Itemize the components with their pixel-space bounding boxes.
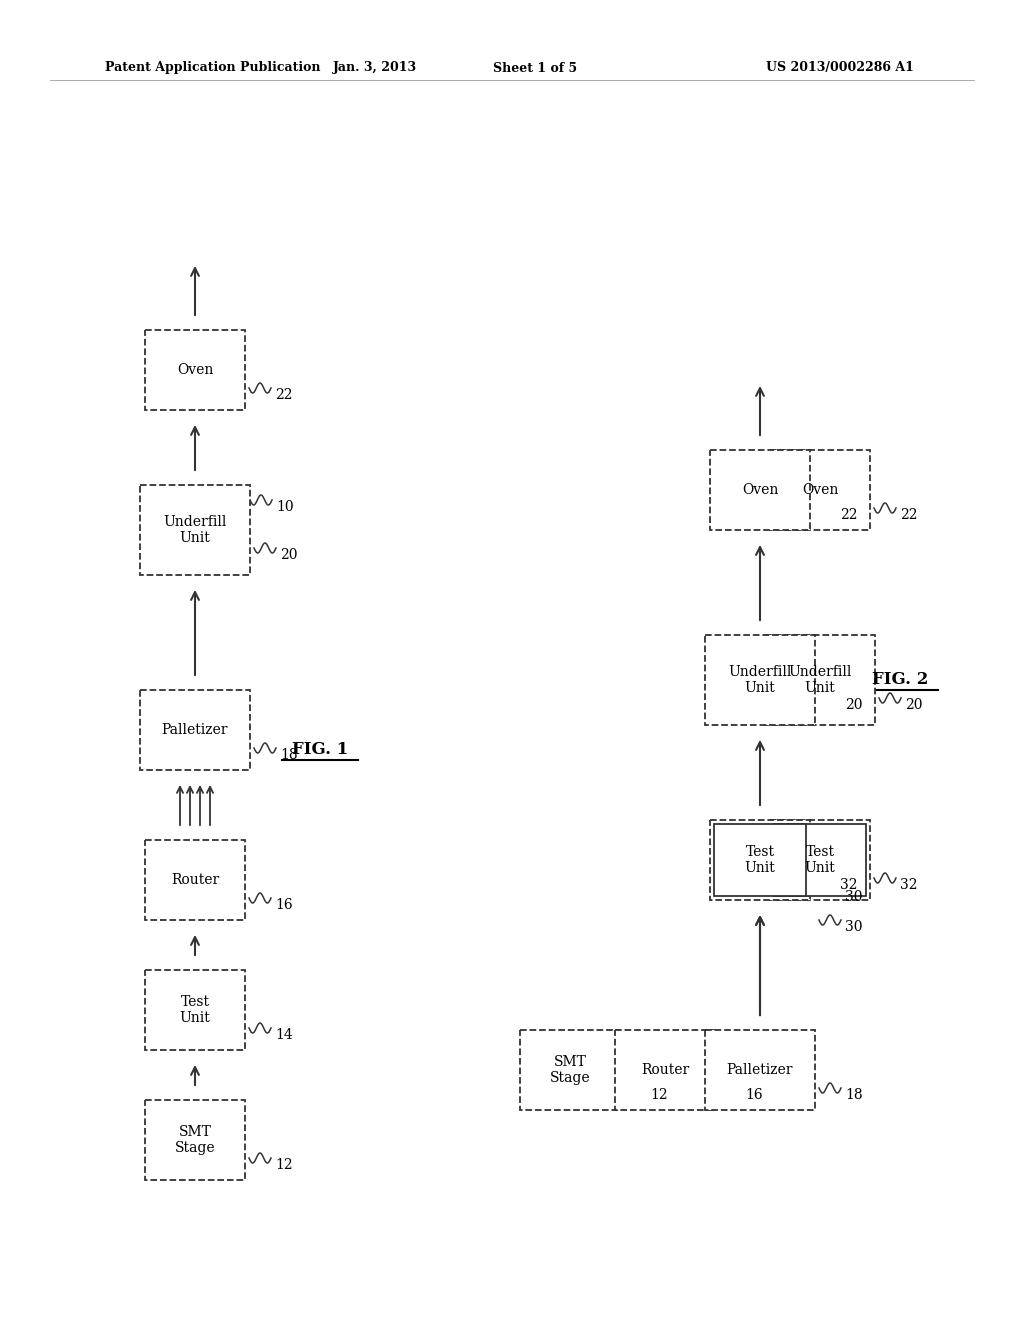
Text: Patent Application Publication: Patent Application Publication xyxy=(105,62,321,74)
Text: Router: Router xyxy=(171,873,219,887)
Text: 20: 20 xyxy=(280,548,298,562)
Text: 20: 20 xyxy=(845,698,862,711)
Bar xyxy=(520,1030,620,1110)
Bar xyxy=(705,635,815,725)
Text: Test
Unit: Test Unit xyxy=(805,845,836,875)
Text: Underfill
Unit: Underfill Unit xyxy=(163,515,226,545)
Text: 12: 12 xyxy=(650,1088,668,1102)
Bar xyxy=(710,450,810,531)
Bar xyxy=(615,1030,715,1110)
Text: 20: 20 xyxy=(905,698,923,711)
Text: SMT
Stage: SMT Stage xyxy=(550,1055,590,1085)
Bar xyxy=(714,824,806,896)
Text: 16: 16 xyxy=(745,1088,763,1102)
Text: 22: 22 xyxy=(275,388,293,403)
Bar xyxy=(705,1030,815,1110)
Text: 18: 18 xyxy=(845,1088,862,1102)
Text: 18: 18 xyxy=(280,748,298,762)
Bar xyxy=(140,690,250,770)
Text: 22: 22 xyxy=(840,508,857,521)
Text: FIG. 1: FIG. 1 xyxy=(292,742,348,759)
Text: Underfill
Unit: Underfill Unit xyxy=(728,665,792,696)
Text: Test
Unit: Test Unit xyxy=(744,845,775,875)
Text: 32: 32 xyxy=(840,878,857,892)
Text: FIG. 2: FIG. 2 xyxy=(871,672,928,689)
Text: 22: 22 xyxy=(900,508,918,521)
Bar xyxy=(770,820,870,900)
Text: Oven: Oven xyxy=(741,483,778,498)
Text: US 2013/0002286 A1: US 2013/0002286 A1 xyxy=(766,62,914,74)
Text: Palletizer: Palletizer xyxy=(727,1063,794,1077)
Text: Jan. 3, 2013: Jan. 3, 2013 xyxy=(333,62,417,74)
Text: Oven: Oven xyxy=(177,363,213,378)
Bar xyxy=(145,330,245,411)
Text: SMT
Stage: SMT Stage xyxy=(175,1125,215,1155)
Bar xyxy=(774,824,866,896)
Bar xyxy=(770,450,870,531)
Bar xyxy=(765,635,874,725)
Bar xyxy=(145,1100,245,1180)
Text: 12: 12 xyxy=(275,1158,293,1172)
Text: 10: 10 xyxy=(276,500,294,513)
Bar xyxy=(145,970,245,1049)
Text: Router: Router xyxy=(641,1063,689,1077)
Bar xyxy=(710,820,810,900)
Text: Sheet 1 of 5: Sheet 1 of 5 xyxy=(493,62,578,74)
Text: Underfill
Unit: Underfill Unit xyxy=(788,665,852,696)
Text: 30: 30 xyxy=(845,890,862,904)
Text: 16: 16 xyxy=(275,898,293,912)
Text: Palletizer: Palletizer xyxy=(162,723,228,737)
Text: 14: 14 xyxy=(275,1028,293,1041)
Text: Oven: Oven xyxy=(802,483,839,498)
Bar xyxy=(145,840,245,920)
Text: Test
Unit: Test Unit xyxy=(179,995,210,1026)
Bar xyxy=(140,484,250,576)
Text: 32: 32 xyxy=(900,878,918,892)
Text: 30: 30 xyxy=(845,920,862,935)
